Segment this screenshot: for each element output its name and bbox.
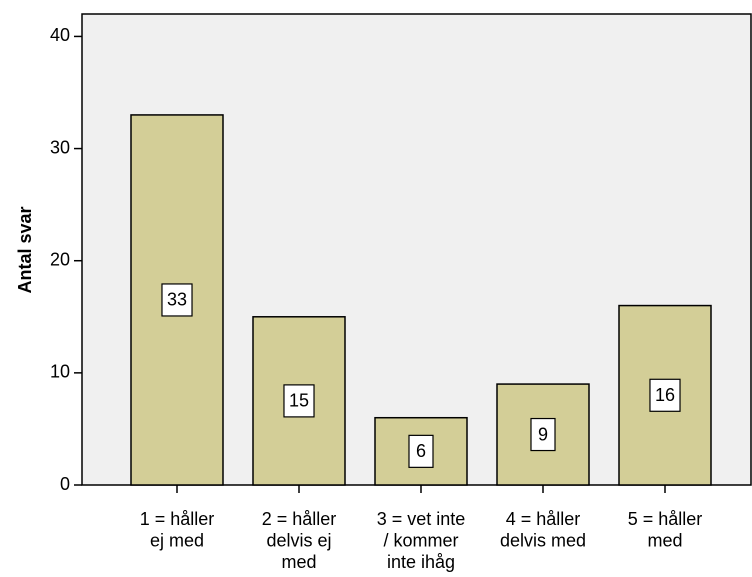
y-tick-label: 10	[50, 362, 70, 382]
value-label: 6	[416, 441, 426, 461]
value-label: 16	[655, 385, 675, 405]
value-label: 33	[167, 290, 187, 310]
x-tick-label: 2 = håller delvis ej med	[262, 509, 337, 572]
x-tick-label-line: med	[281, 552, 316, 572]
x-tick-label-line: inte ihåg	[387, 552, 455, 572]
value-label-box	[408, 434, 434, 468]
x-tick-label: 1 = håller ej med	[140, 509, 215, 551]
y-tick-label: 40	[50, 25, 70, 45]
x-tick-label-line: delvis med	[500, 530, 586, 550]
value-label-box	[283, 384, 315, 418]
x-tick-label-line: 4 = håller	[506, 509, 581, 529]
value-label: 15	[289, 391, 309, 411]
x-tick-label: 5 = håller med	[628, 509, 703, 551]
x-tick-label-line: delvis ej	[266, 530, 331, 550]
x-tick-label-line: med	[647, 530, 682, 550]
x-tick-label-line: 3 = vet inte	[377, 509, 466, 529]
x-tick-label-line: 2 = håller	[262, 509, 337, 529]
x-tick-label: 3 = vet inte / kommer inte ihåg	[377, 509, 466, 572]
value-label-box	[530, 417, 556, 452]
value-label: 9	[538, 424, 548, 444]
x-tick-label-line: 1 = håller	[140, 509, 215, 529]
x-tick-label-line: 5 = håller	[628, 509, 703, 529]
x-tick-label-line: ej med	[150, 530, 204, 550]
value-label-box	[649, 378, 681, 412]
value-label-box	[161, 283, 193, 317]
x-tick-label-line: / kommer	[383, 530, 458, 550]
y-tick-label: 0	[60, 474, 70, 494]
y-tick-label: 30	[50, 137, 70, 157]
y-tick-label: 20	[50, 249, 70, 269]
y-axis-label: Antal svar	[15, 206, 35, 293]
x-tick-label: 4 = håller delvis med	[500, 509, 586, 551]
